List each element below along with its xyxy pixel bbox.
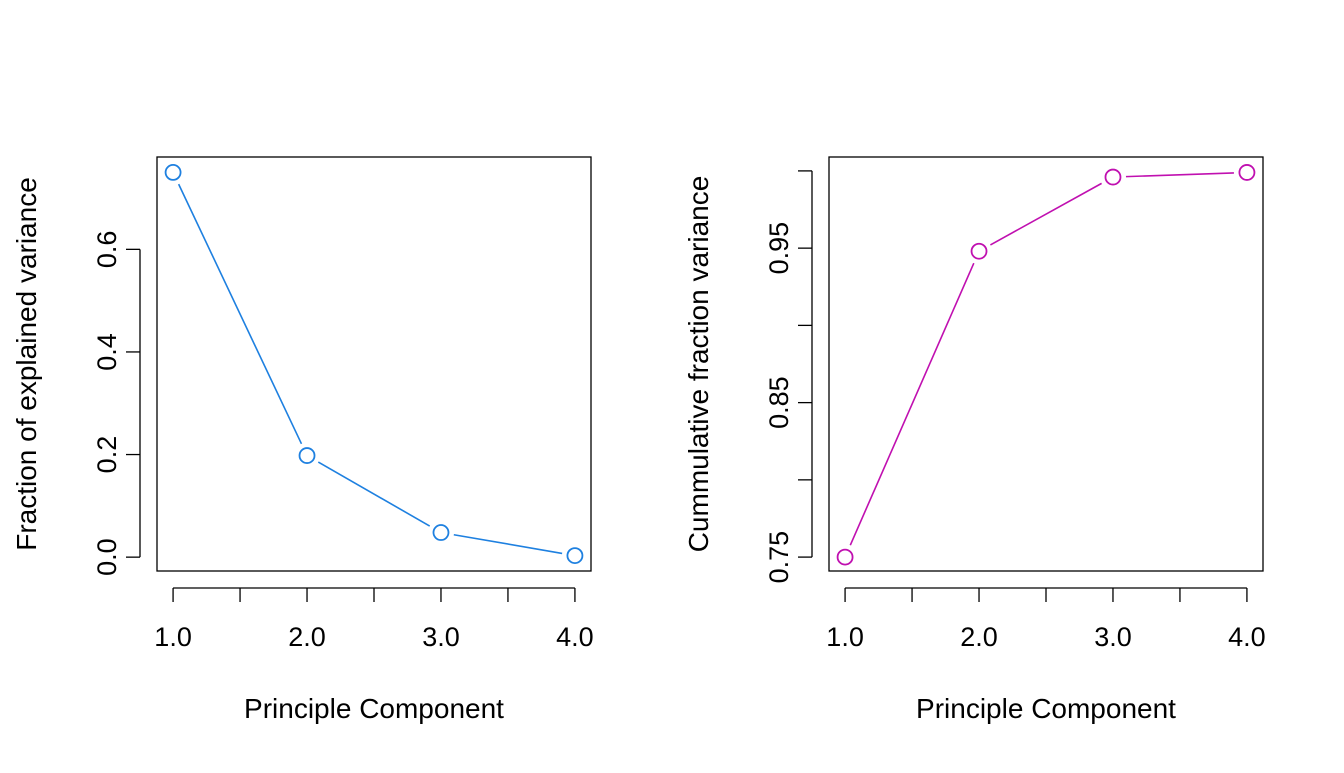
y-axis-title: Fraction of explained variance (11, 177, 42, 551)
data-point (1238, 164, 1256, 181)
series-line-segment (317, 461, 431, 527)
x-axis-title: Principle Component (916, 693, 1176, 724)
plot-frame (828, 156, 1264, 572)
chart-panel-left: 1.0 2.0 3.0 4.0 0.0 0.2 0.4 0.6 Principle Compon… (11, 156, 594, 724)
y-tick-label: 0.6 (92, 231, 122, 269)
x-tick-label: 1.0 (154, 622, 192, 652)
y-tick-label: 0.0 (92, 538, 122, 576)
data-point (566, 547, 584, 565)
x-tick-label: 2.0 (288, 622, 326, 652)
x-tick-label: 4.0 (1228, 622, 1266, 652)
x-axis-title: Principle Component (244, 693, 504, 724)
data-point (970, 242, 988, 260)
y-tick-label: 0.95 (764, 222, 794, 275)
series-line-segment (849, 262, 975, 546)
y-axis-title: Cummulative fraction variance (683, 176, 714, 553)
series-line-segment (177, 183, 303, 445)
chart-panel-right: 1.0 2.0 3.0 4.0 0.75 0.85 0.95 Principle Compon… (683, 156, 1266, 724)
x-tick-label: 1.0 (826, 622, 864, 652)
data-point (432, 524, 450, 541)
series-line-segment (453, 533, 563, 555)
data-point (836, 548, 854, 566)
data-point (164, 163, 182, 181)
series-line-segment (990, 182, 1102, 246)
y-tick-label: 0.2 (92, 436, 122, 474)
x-tick-label: 4.0 (556, 622, 594, 652)
y-tick-label: 0.4 (92, 333, 122, 371)
data-point (1104, 168, 1122, 186)
plot-frame (156, 156, 592, 572)
y-tick-label: 0.75 (764, 531, 794, 584)
x-tick-label: 3.0 (1094, 622, 1132, 652)
series-line-segment (1125, 172, 1234, 178)
x-tick-label: 3.0 (422, 622, 460, 652)
x-tick-label: 2.0 (960, 622, 998, 652)
y-tick-label: 0.85 (764, 376, 794, 429)
data-point (298, 447, 316, 464)
